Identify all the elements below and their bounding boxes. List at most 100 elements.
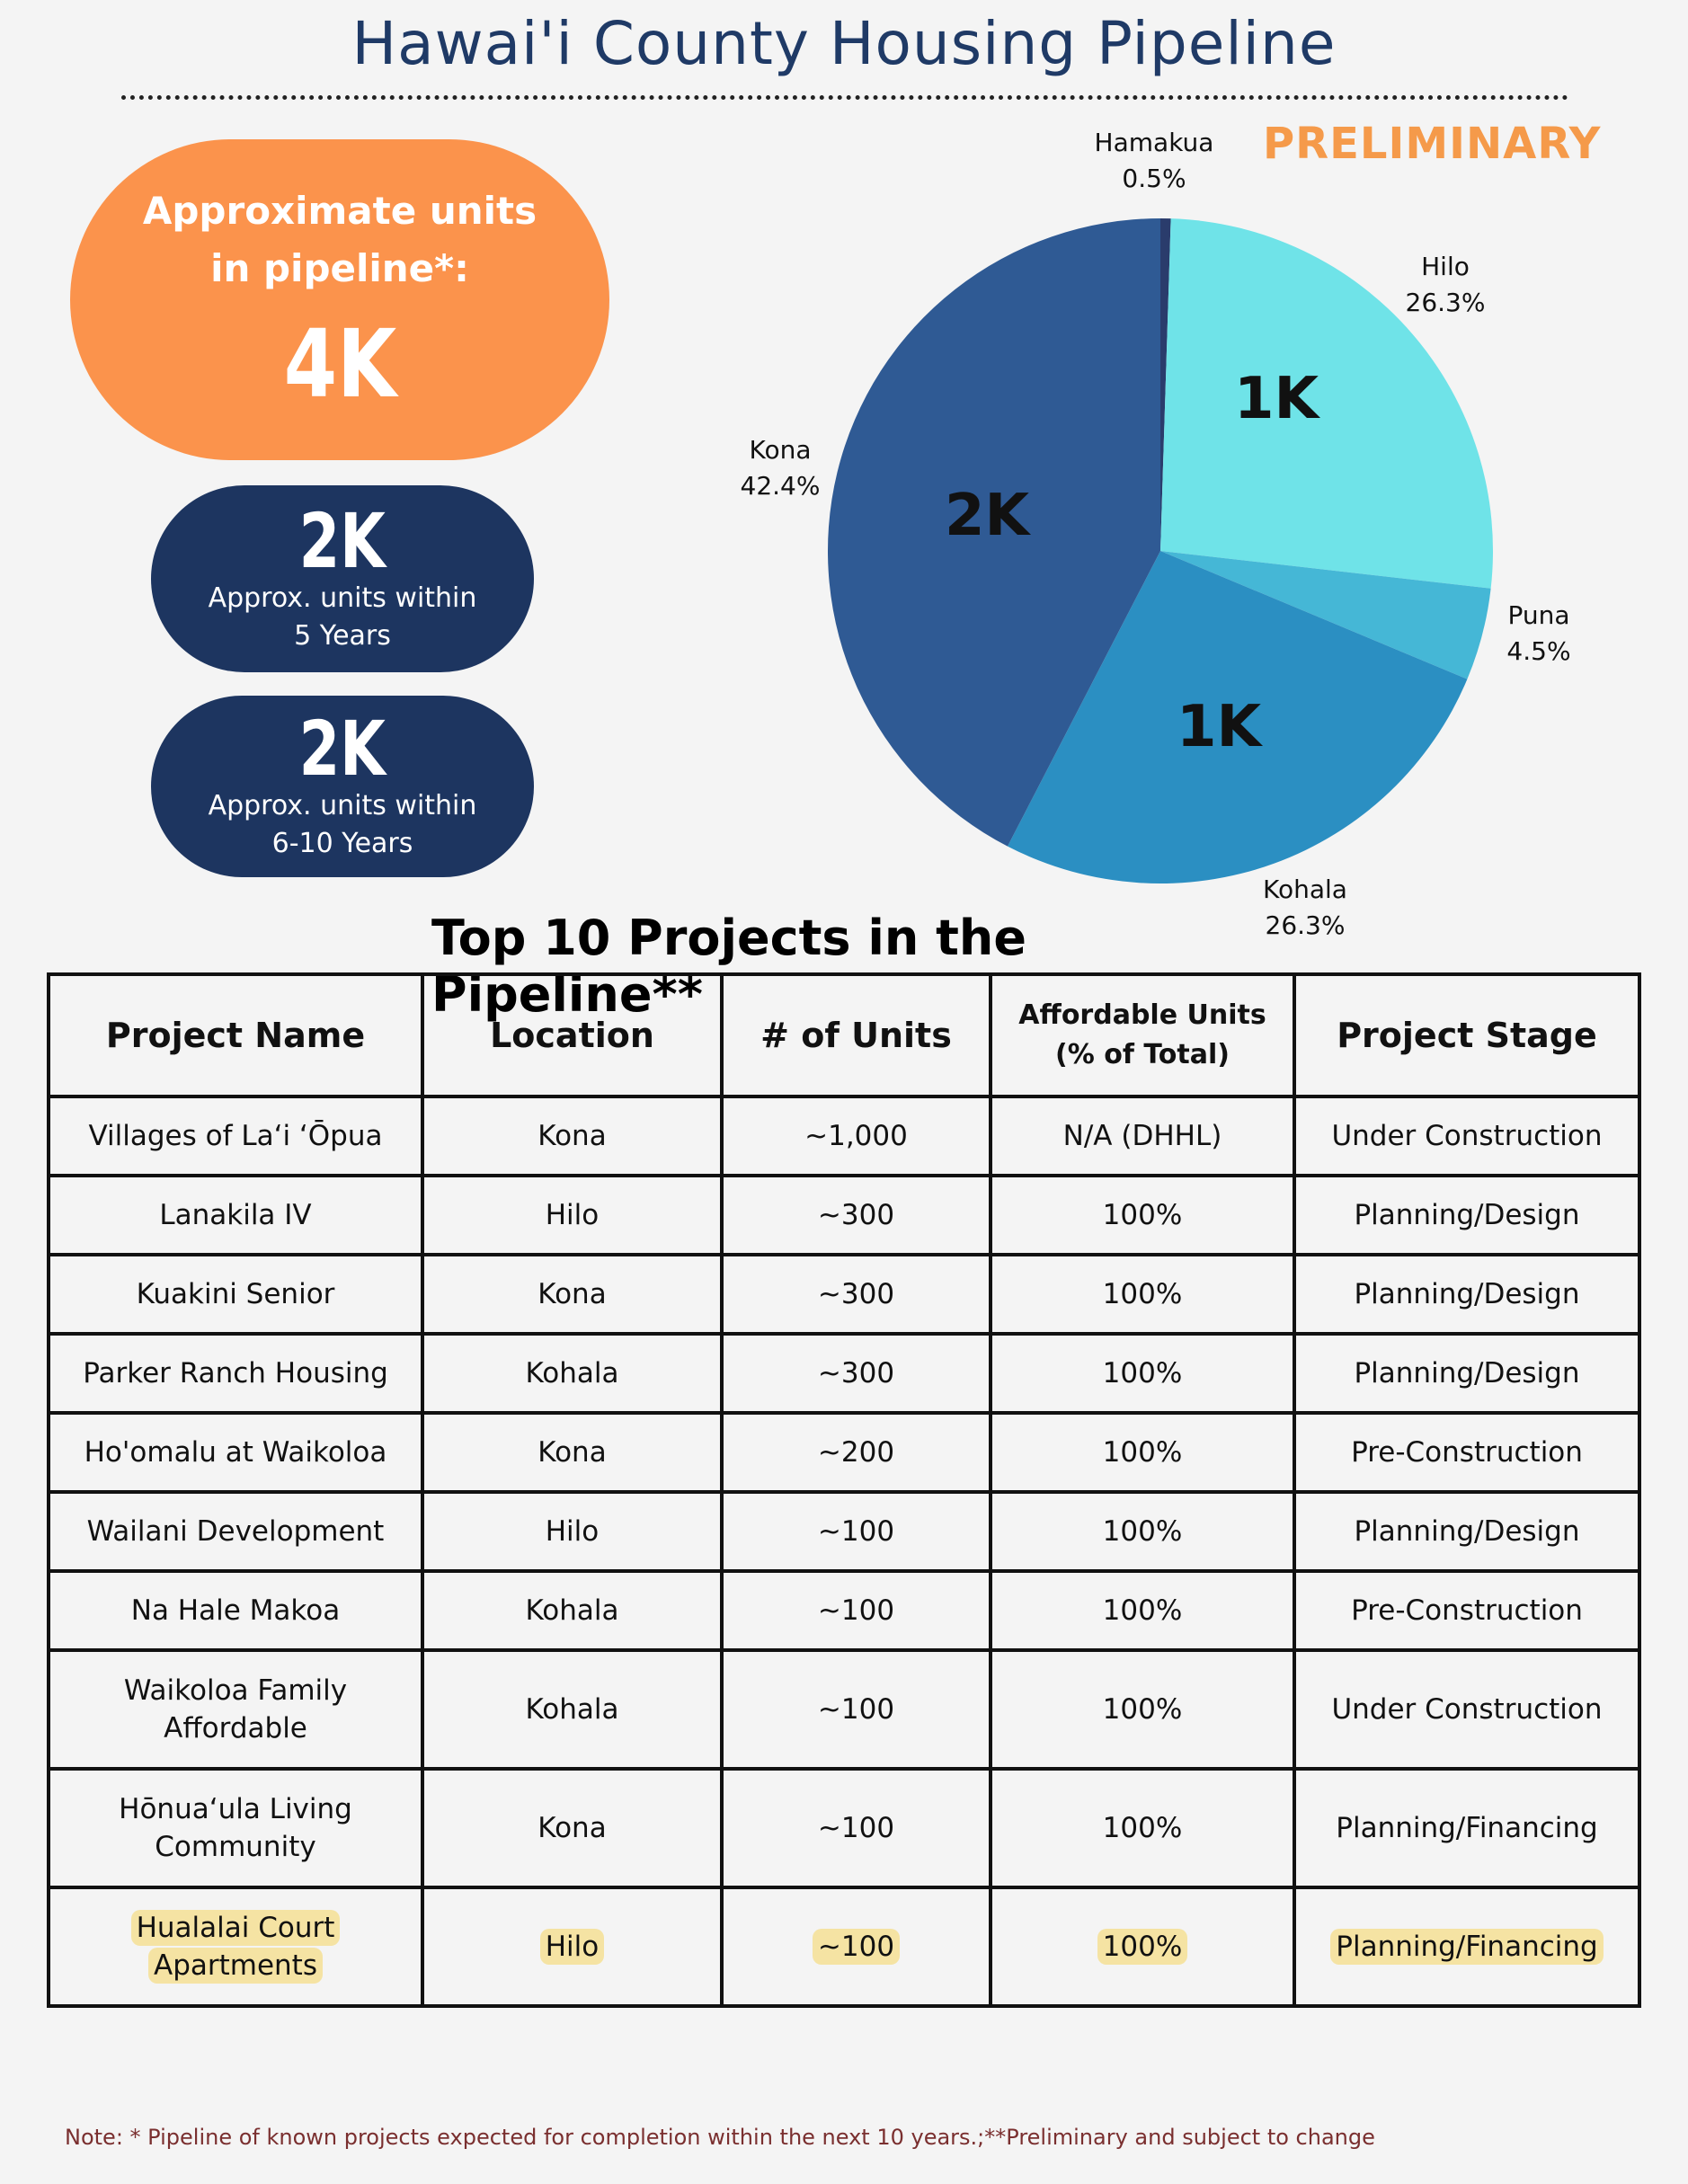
cell-location: Hilo	[421, 1174, 724, 1256]
cell-units: ~200	[720, 1411, 992, 1494]
cell-project-stage: Planning/Design	[1293, 1174, 1641, 1256]
cell-location: Kona	[421, 1767, 724, 1889]
cell-affordable-text: 100%	[1102, 1594, 1183, 1627]
cell-units: ~1,000	[720, 1095, 992, 1177]
ten-year-units-label-line2: 6-10 Years	[271, 828, 413, 859]
total-units-label-line1: Approximate units	[142, 188, 537, 233]
cell-affordable-text: 100%	[1102, 1812, 1183, 1844]
cell-project-stage-text: Under Construction	[1331, 1120, 1603, 1152]
five-year-units-label-line2: 5 Years	[294, 620, 391, 652]
cell-affordable: 100%	[989, 1253, 1296, 1336]
cell-affordable-text: 100%	[1102, 1199, 1183, 1231]
cell-units-text: ~100	[817, 1515, 895, 1548]
cell-project-name-text-line2: Affordable	[164, 1712, 307, 1745]
region-pie-chart: Hamakua 0.5% Hilo 26.3% 1K Puna 4.5% Kohala 26.3…	[741, 128, 1571, 940]
cell-project-name-text: Wailani Development	[86, 1515, 385, 1548]
cell-units-text: ~100	[817, 1594, 895, 1627]
pie-value-hilo: 1K	[1234, 366, 1321, 432]
cell-location-text: Kona	[537, 1812, 607, 1844]
cell-project-stage: Planning/Financing	[1293, 1767, 1641, 1889]
cell-location: Hilo	[421, 1886, 724, 2008]
cell-affordable: 100%	[989, 1767, 1296, 1889]
cell-units-text: ~100	[817, 1812, 895, 1844]
cell-location-text: Kohala	[525, 1357, 619, 1389]
cell-project-stage-text: Planning/Financing	[1330, 1929, 1604, 1965]
footnote: Note: * Pipeline of known projects expec…	[65, 2125, 1375, 2150]
cell-location-text: Kona	[537, 1436, 607, 1469]
pie-percent-hamakua: 0.5%	[1122, 164, 1186, 193]
cell-affordable-text: 100%	[1102, 1278, 1183, 1310]
cell-project-name: Villages of Laʻi ʻŌpua	[47, 1095, 424, 1177]
table-row: Ho'omalu at Waikoloa Kona ~200 100% Pre-Cons…	[47, 1411, 1641, 1494]
pie-label-puna: Puna	[1507, 600, 1569, 630]
pie-percent-puna: 4.5%	[1506, 636, 1570, 666]
cell-project-name-text: Lanakila IV	[159, 1199, 312, 1231]
ten-year-units-label-line1: Approx. units within	[208, 790, 477, 821]
cell-units: ~300	[720, 1253, 992, 1336]
cell-affordable: 100%	[989, 1174, 1296, 1256]
cell-location-text: Hilo	[539, 1929, 605, 1965]
cell-location-text: Kohala	[525, 1693, 619, 1726]
five-year-units-value: 2K	[298, 497, 386, 585]
header-affordable-line1: Affordable Units	[1018, 999, 1266, 1031]
table-row: Villages of Laʻi ʻŌpua Kona ~1,000 N/A (DHH…	[47, 1095, 1641, 1177]
cell-affordable-text: N/A (DHHL)	[1062, 1120, 1222, 1152]
cell-units-text: ~200	[817, 1436, 895, 1469]
cell-project-stage: Planning/Design	[1293, 1332, 1641, 1415]
preliminary-badge: PRELIMINARY	[1263, 119, 1602, 169]
cell-project-name-text-line2: Apartments	[58, 1947, 413, 1984]
cell-location: Kona	[421, 1411, 724, 1494]
title-divider	[121, 95, 1568, 100]
cell-location: Kona	[421, 1095, 724, 1177]
cell-location-text: Kohala	[525, 1594, 619, 1627]
pie-label-hilo: Hilo	[1421, 252, 1470, 281]
header-project-stage: Project Stage	[1293, 972, 1641, 1098]
cell-location: Kohala	[421, 1332, 724, 1415]
cell-affordable-text: 100%	[1102, 1357, 1183, 1389]
cell-location-text: Hilo	[545, 1515, 600, 1548]
pie-label-hamakua: Hamakua	[1095, 128, 1214, 157]
cell-project-name-text-line2-highlight: Apartments	[147, 1948, 323, 1984]
cell-affordable: 100%	[989, 1648, 1296, 1771]
total-units-pill: Approximate units in pipeline*: 4K	[70, 139, 609, 460]
cell-project-name: Wailani Development	[47, 1490, 424, 1573]
pie-percent-kona: 42.4%	[741, 471, 821, 501]
cell-location: Kona	[421, 1253, 724, 1336]
cell-project-name-text-line2: Community	[155, 1831, 316, 1863]
header-affordable-line2: (% of Total)	[1055, 1039, 1230, 1070]
cell-project-stage-text: Planning/Design	[1354, 1199, 1580, 1231]
cell-project-stage: Pre-Construction	[1293, 1411, 1641, 1494]
cell-project-name-text: Parker Ranch Housing	[83, 1357, 388, 1389]
cell-units-text: ~100	[812, 1929, 901, 1965]
table-row: Na Hale Makoa Kohala ~100 100% Pre-Construct…	[47, 1569, 1641, 1652]
table-row: Waikoloa Family Affordable Kohala ~100 100% U…	[47, 1648, 1641, 1771]
total-units-label-line2: in pipeline*:	[210, 245, 469, 290]
cell-project-stage-text: Under Construction	[1331, 1693, 1603, 1726]
pie-slice-hilo	[1160, 218, 1493, 589]
cell-project-stage: Planning/Design	[1293, 1253, 1641, 1336]
cell-units: ~100	[720, 1886, 992, 2008]
table-row: Hualalai Court Apartments Hilo ~100 100% Plan…	[47, 1886, 1641, 2008]
cell-project-name-text: Hualalai Court	[58, 1909, 413, 1947]
cell-project-name-text: Na Hale Makoa	[130, 1594, 341, 1627]
cell-affordable-text-highlight: 100%	[1097, 1929, 1188, 1965]
cell-project-name: Na Hale Makoa	[47, 1569, 424, 1652]
cell-units-text: ~1,000	[804, 1120, 908, 1152]
cell-location-text: Hilo	[545, 1199, 600, 1231]
cell-affordable-text: 100%	[1102, 1515, 1183, 1548]
cell-units-text: ~300	[817, 1199, 895, 1231]
cell-project-stage-text: Planning/Design	[1354, 1515, 1580, 1548]
table-row: Wailani Development Hilo ~100 100% Planning/…	[47, 1490, 1641, 1573]
cell-affordable-text: 100%	[1102, 1693, 1183, 1726]
cell-units: ~100	[720, 1569, 992, 1652]
pie-value-kona: 2K	[945, 483, 1032, 549]
cell-units: ~300	[720, 1174, 992, 1256]
pie-label-kohala: Kohala	[1263, 874, 1347, 904]
table-header-row: Project Name Location # of Units Afforda…	[47, 972, 1641, 1098]
cell-project-name-text: Kuakini Senior	[136, 1278, 335, 1310]
cell-location-text: Kona	[537, 1278, 607, 1310]
ten-year-units-value: 2K	[298, 705, 386, 793]
total-units-value: 4K	[283, 308, 396, 419]
projects-table: Project Name Location # of Units Afforda…	[47, 972, 1641, 2008]
cell-units-text: ~100	[817, 1693, 895, 1726]
